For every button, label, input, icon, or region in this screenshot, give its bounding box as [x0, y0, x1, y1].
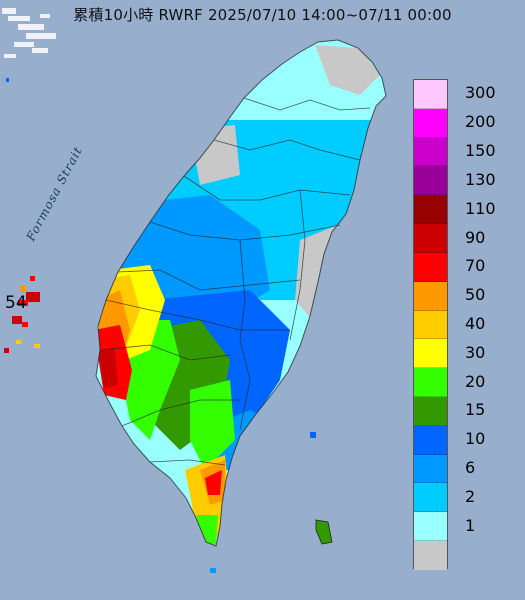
legend-color-bar [413, 79, 448, 570]
legend-swatch [414, 80, 447, 109]
legend-label: 2 [465, 486, 476, 506]
rain-zone-20mm-southeast [190, 380, 235, 470]
legend-swatch [414, 483, 447, 513]
legend-swatch [414, 224, 447, 253]
legend-label: 40 [465, 314, 486, 333]
legend-swatch [414, 425, 447, 455]
legend-swatch [414, 541, 447, 570]
legend-swatch [414, 252, 447, 282]
outlying-islands [210, 432, 333, 573]
legend-label: 15 [465, 400, 486, 420]
rain-zone-70mm-south [205, 470, 222, 495]
legend-label: 150 [465, 141, 496, 161]
legend-swatch [414, 281, 447, 311]
legend-swatch [414, 454, 447, 484]
legend-swatch [414, 108, 447, 138]
legend-label: 90 [465, 227, 486, 247]
legend-label: 300 [465, 83, 496, 103]
legend-label: 70 [465, 256, 486, 276]
legend-swatch [414, 512, 447, 541]
legend-swatch [414, 368, 447, 397]
map-title: 累積10小時 RWRF 2025/07/10 14:00~07/11 00:00 [73, 6, 452, 24]
legend-label: 10 [465, 429, 486, 449]
legend-swatch [414, 137, 447, 167]
station-value-label: 54 [5, 293, 27, 313]
legend-swatch [414, 166, 447, 196]
legend-label: 6 [465, 458, 476, 478]
legend-swatch [414, 310, 447, 340]
rain-zone-dry-keelung [315, 45, 380, 95]
legend-label: 1 [465, 515, 476, 535]
legend-label: 20 [465, 371, 486, 391]
legend-label: 200 [465, 112, 496, 132]
county-boundaries [95, 39, 387, 547]
penghu-islands [4, 78, 40, 353]
rain-zone-20mm-cape [196, 515, 218, 545]
legend-swatch [414, 195, 447, 225]
legend-swatch [414, 339, 447, 369]
rain-zone-90mm [98, 348, 118, 388]
cloud-specks [2, 8, 56, 58]
legend-label: 50 [465, 285, 486, 305]
legend-labels: 300 200 150 130 110 90 70 50 40 30 20 15 10 6 2 1 [455, 79, 515, 569]
legend-label: 30 [465, 342, 486, 362]
legend-label: 110 [465, 198, 496, 218]
legend-label: 130 [465, 169, 496, 189]
legend-swatch [414, 396, 447, 426]
